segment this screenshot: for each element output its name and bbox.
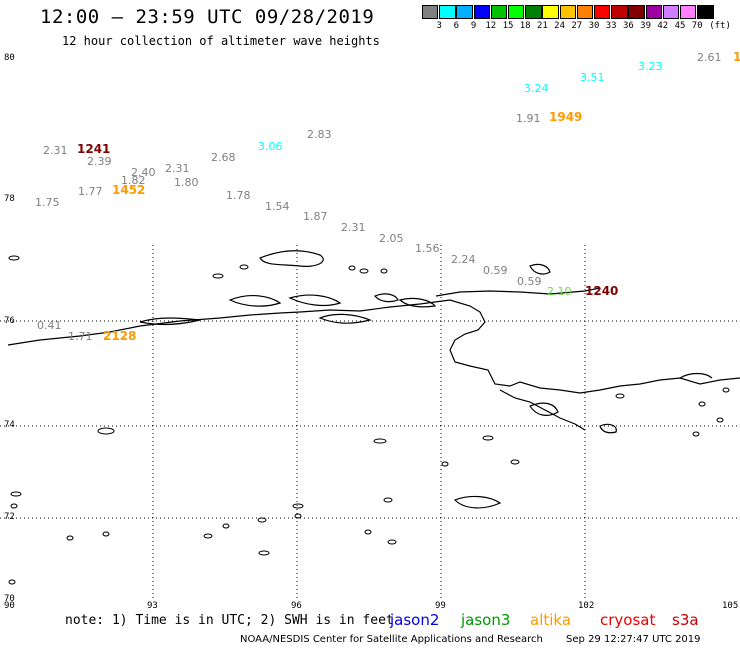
obs-wave-height: 1.77 [78, 185, 103, 198]
obs-wave-height: 0.59 [517, 275, 542, 288]
colorbar-swatch [594, 5, 611, 19]
credit-line: NOAA/NESDIS Center for Satellite Applica… [240, 634, 701, 645]
colorbar-swatch [525, 5, 542, 19]
obs-wave-height: 1.82 [121, 174, 146, 187]
colorbar-swatch [542, 5, 559, 19]
obs-wave-height: 2.61 [697, 51, 722, 64]
obs-wave-height: 2.39 [87, 155, 112, 168]
obs-time-label: 1949 [549, 110, 583, 124]
obs-wave-height: 1.78 [226, 189, 251, 202]
obs-wave-height: 3.06 [258, 140, 283, 153]
obs-wave-height: 2.05 [379, 232, 404, 245]
colorbar-label: 21 [536, 21, 548, 31]
page-title: 12:00 – 23:59 UTC 09/28/2019 [40, 6, 375, 28]
colorbar-label: 12 [485, 21, 497, 31]
colorbar-swatch [508, 5, 525, 19]
timestamp: Sep 29 12:27:47 UTC 2019 [566, 634, 701, 645]
colorbar-swatch [662, 5, 680, 19]
colorbar-swatch [645, 5, 662, 19]
colorbar-swatch [576, 5, 594, 19]
colorbar-swatch [490, 5, 508, 19]
obs-wave-height: 1.71 [68, 330, 93, 343]
lon-label-96: 96 [291, 601, 302, 611]
obs-time-label: 1241 [77, 142, 111, 156]
obs-wave-height: 2.68 [211, 151, 236, 164]
credit-text: NOAA/NESDIS Center for Satellite Applica… [240, 634, 543, 645]
obs-wave-height: 2.31 [43, 144, 68, 157]
page-subtitle: 12 hour collection of altimeter wave hei… [62, 34, 380, 48]
obs-wave-height: 2.10 [547, 285, 572, 298]
colorbar-label: 15 [502, 21, 514, 31]
obs-wave-height: 3.51 [580, 71, 605, 84]
obs-wave-height: 0.41 [37, 319, 62, 332]
obs-wave-height: 1.75 [35, 196, 60, 209]
colorbar-label: 36 [622, 21, 634, 31]
obs-wave-height: 1.80 [174, 176, 199, 189]
lat-label-80: 80 [4, 53, 15, 63]
colorbar-label: 33 [605, 21, 617, 31]
colorbar-label: 70 [691, 21, 703, 31]
lat-label-72: 72 [4, 512, 15, 522]
colorbar-label: 3 [436, 21, 442, 31]
obs-time-label: 1452 [112, 183, 146, 197]
satellite-cryosat: cryosat [600, 611, 656, 629]
colorbar-swatch [559, 5, 576, 19]
obs-time-label: 1240 [585, 284, 619, 298]
colorbar-swatch [473, 5, 490, 19]
satellite-s3a: s3a [672, 611, 699, 629]
lat-label-76: 76 [4, 316, 15, 326]
colorbar-label: 42 [657, 21, 669, 31]
small-islands [8, 255, 730, 585]
coastline [7, 250, 740, 509]
colorbar-label: 6 [453, 21, 460, 31]
lon-label-99: 99 [435, 601, 446, 611]
colorbar-label: 9 [470, 21, 477, 31]
colorbar-label: 39 [640, 21, 652, 31]
lon-label-102: 102 [578, 601, 595, 611]
obs-wave-height: 1.56 [415, 242, 440, 255]
obs-wave-height: 1.54 [265, 200, 290, 213]
colorbar-label: 24 [554, 21, 566, 31]
lat-label-70: 70 [4, 594, 15, 604]
obs-wave-height: 2.31 [165, 162, 190, 175]
colorbar-label: 27 [571, 21, 583, 31]
obs-wave-height: 2.40 [131, 166, 156, 179]
colorbar-label: 18 [519, 21, 531, 31]
lon-label-93: 93 [147, 601, 158, 611]
colorbar-swatch [422, 5, 439, 19]
obs-wave-height: 3.23 [638, 60, 663, 73]
colorbar-swatch [439, 5, 456, 19]
colorbar-swatch [456, 5, 473, 19]
footer-note: note: 1) Time is in UTC; 2) SWH is in fe… [65, 613, 394, 628]
graticule [0, 245, 740, 600]
colorbar-label: (ft) [709, 21, 731, 31]
colorbar-label: 45 [674, 21, 686, 31]
colorbar-swatch [628, 5, 645, 19]
obs-wave-height: 3.24 [524, 82, 549, 95]
satellite-altika: altika [530, 611, 572, 629]
satellite-jason2: jason2 [390, 611, 440, 629]
lat-label-78: 78 [4, 194, 15, 204]
obs-wave-height: 1.91 [516, 112, 541, 125]
colorbar-label: 30 [588, 21, 600, 31]
lat-label-74: 74 [4, 420, 15, 430]
obs-time-label: 2128 [103, 329, 137, 343]
lon-label-105: 105 [722, 601, 739, 611]
taymyr-coast [7, 299, 740, 394]
obs-wave-height: 2.31 [341, 221, 366, 234]
obs-wave-height: 1.87 [303, 210, 328, 223]
obs-wave-height: 2.24 [451, 253, 476, 266]
obs-wave-height: 0.59 [483, 264, 508, 277]
satellite-jason3: jason3 [461, 611, 511, 629]
lon-label-90: 90 [4, 601, 15, 611]
obs-wave-height: 2.83 [307, 128, 332, 141]
colorbar-swatch [697, 5, 714, 19]
colorbar-swatch [611, 5, 628, 19]
obs-time-label: 1 [733, 50, 740, 64]
colorbar-swatch [680, 5, 697, 19]
